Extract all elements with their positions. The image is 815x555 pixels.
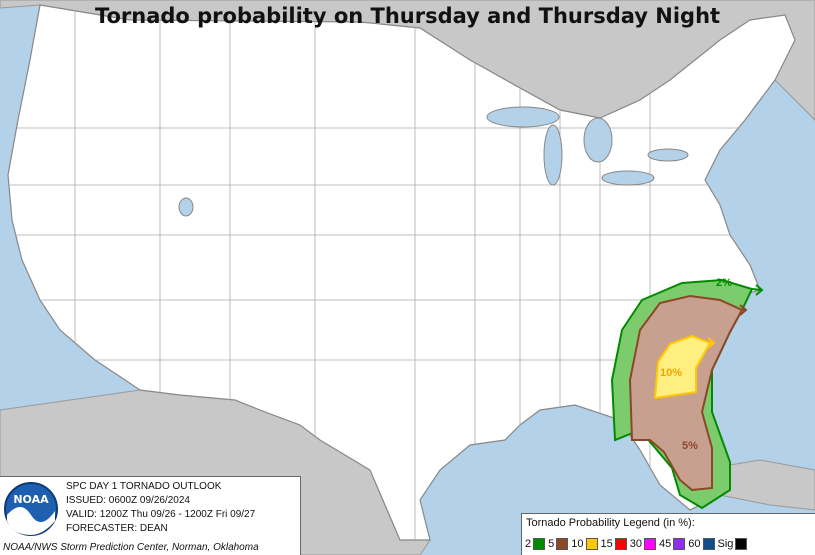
outlook-product: SPC DAY 1 TORNADO OUTLOOK	[66, 481, 222, 492]
outlook-details: SPC DAY 1 TORNADO OUTLOOK ISSUED: 0600Z …	[66, 480, 255, 536]
credit-line: NOAA/NWS Storm Prediction Center, Norman…	[3, 542, 259, 553]
risk-label-10-percent: 10%	[660, 367, 683, 379]
legend-swatch	[556, 538, 569, 550]
legend-label: 5	[548, 538, 555, 550]
legend-swatch	[735, 538, 748, 550]
risk-label-2-percent: 2%	[716, 277, 732, 289]
legend-item: 45	[659, 538, 686, 550]
outlook-valid: VALID: 1200Z Thu 09/26 - 1200Z Fri 09/27	[66, 509, 256, 520]
legend-item: 2	[525, 538, 546, 550]
map-title: Tornado probability on Thursday and Thur…	[94, 4, 721, 28]
risk-label-5-percent: 5%	[682, 440, 698, 452]
legend-swatch	[614, 538, 627, 550]
risk-area-10-percent	[653, 334, 712, 400]
noaa-logo-icon: NOAA	[4, 482, 58, 536]
legend-item: 15	[601, 538, 627, 550]
lake-michigan	[543, 124, 563, 186]
outlook-info-box: NOAA SPC DAY 1 TORNADO OUTLOOK ISSUED: 0…	[0, 476, 301, 555]
legend-swatch	[585, 538, 598, 550]
noaa-logo-text: NOAA	[13, 493, 49, 506]
legend-label: 60	[688, 538, 701, 550]
legend-swatch	[702, 538, 715, 550]
legend-item: Sig	[718, 538, 748, 550]
legend-label: 30	[629, 538, 642, 550]
legend-item: 10	[571, 538, 598, 550]
lake-huron	[583, 117, 613, 163]
lake-ontario	[647, 148, 689, 162]
risk-2-percent-arrow	[751, 284, 764, 296]
lake-superior	[486, 106, 560, 128]
legend-item: 30	[630, 538, 656, 550]
legend-title: Tornado Probability Legend (in %):	[526, 517, 695, 529]
legend-label: 45	[659, 538, 672, 550]
outlook-issued: ISSUED: 0600Z 09/26/2024	[66, 495, 190, 506]
great-salt-lake	[178, 197, 194, 217]
legend-label: 10	[571, 538, 584, 550]
legend-item: 60	[688, 538, 715, 550]
legend-label: Sig	[717, 538, 734, 550]
legend-items: 2 5 10 15 30 45 60 Sig	[525, 538, 750, 550]
legend-swatch	[644, 538, 656, 550]
legend-label: 15	[600, 538, 613, 550]
outlook-forecaster: FORECASTER: DEAN	[66, 523, 168, 534]
risk-5-percent-arrow	[739, 304, 748, 316]
lake-erie	[601, 170, 655, 186]
legend-swatch	[533, 538, 546, 550]
legend-swatch	[673, 538, 686, 550]
risk-10-percent-arrow	[707, 337, 716, 349]
legend-label: 2	[525, 538, 532, 550]
probability-legend: Tornado Probability Legend (in %): 2 5 1…	[521, 513, 815, 555]
legend-item: 5	[548, 538, 569, 550]
